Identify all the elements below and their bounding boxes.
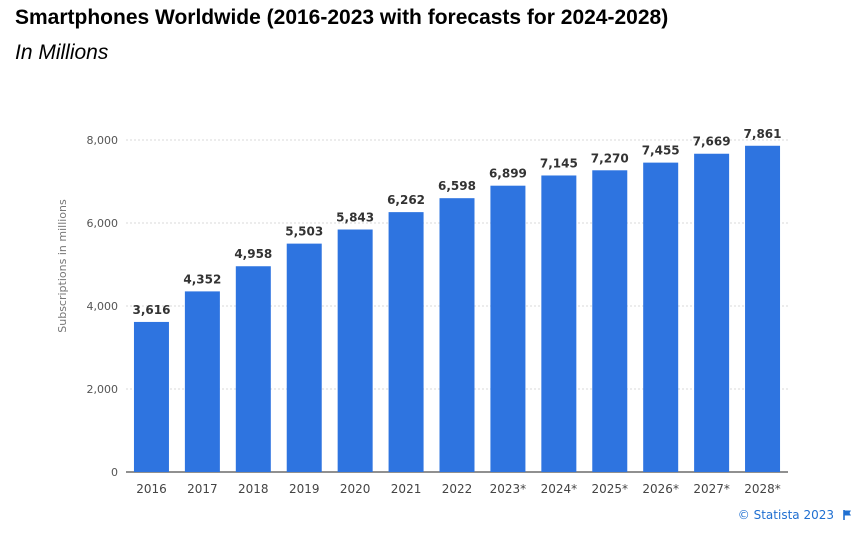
statista-credit[interactable]: © Statista 2023	[738, 508, 834, 522]
data-label: 5,503	[285, 225, 323, 239]
x-tick-label: 2027*	[693, 482, 730, 496]
x-tick-label: 2021	[391, 482, 422, 496]
data-label: 5,843	[336, 211, 374, 225]
bar	[133, 321, 169, 472]
data-label: 7,270	[591, 151, 629, 165]
bar	[490, 185, 526, 472]
x-tick-label: 2025*	[591, 482, 628, 496]
bar	[439, 198, 475, 473]
data-label: 4,958	[234, 247, 272, 261]
bar	[745, 145, 781, 472]
bar	[286, 243, 322, 472]
data-label: 6,899	[489, 167, 527, 181]
y-tick-label: 2,000	[87, 383, 119, 396]
bar	[184, 291, 220, 472]
data-label: 6,598	[438, 179, 476, 193]
bar	[337, 229, 373, 472]
x-tick-label: 2026*	[642, 482, 679, 496]
data-label: 6,262	[387, 193, 425, 207]
x-tick-label: 2023*	[490, 482, 527, 496]
x-tick-label: 2016	[136, 482, 167, 496]
y-tick-label: 8,000	[87, 134, 119, 147]
bar	[235, 266, 271, 472]
data-label: 7,861	[744, 127, 782, 141]
x-tick-label: 2028*	[744, 482, 781, 496]
credit-text[interactable]: © Statista 2023	[737, 508, 834, 522]
x-tick-label: 2022	[442, 482, 473, 496]
bar	[592, 170, 628, 473]
data-label: 7,455	[642, 144, 680, 158]
bar	[388, 212, 424, 472]
x-tick-label: 2018	[238, 482, 269, 496]
bar	[541, 175, 577, 473]
bar	[643, 162, 679, 472]
data-label: 7,145	[540, 156, 578, 170]
y-axis-label: Subscriptions in millions	[56, 199, 69, 333]
y-tick-label: 0	[111, 466, 118, 479]
y-tick-label: 4,000	[87, 300, 119, 313]
flag-icon[interactable]	[842, 509, 854, 521]
data-label: 7,669	[693, 135, 731, 149]
y-tick-label: 6,000	[87, 217, 119, 230]
x-tick-label: 2017	[187, 482, 218, 496]
x-tick-label: 2024*	[541, 482, 578, 496]
chart-title: Smartphones Worldwide (2016-2023 with fo…	[15, 6, 669, 29]
data-label: 3,616	[132, 303, 170, 317]
bar	[694, 153, 730, 472]
x-tick-label: 2019	[289, 482, 320, 496]
x-tick-label: 2020	[340, 482, 371, 496]
data-label: 4,352	[183, 272, 221, 286]
chart-subtitle: In Millions	[15, 41, 109, 64]
